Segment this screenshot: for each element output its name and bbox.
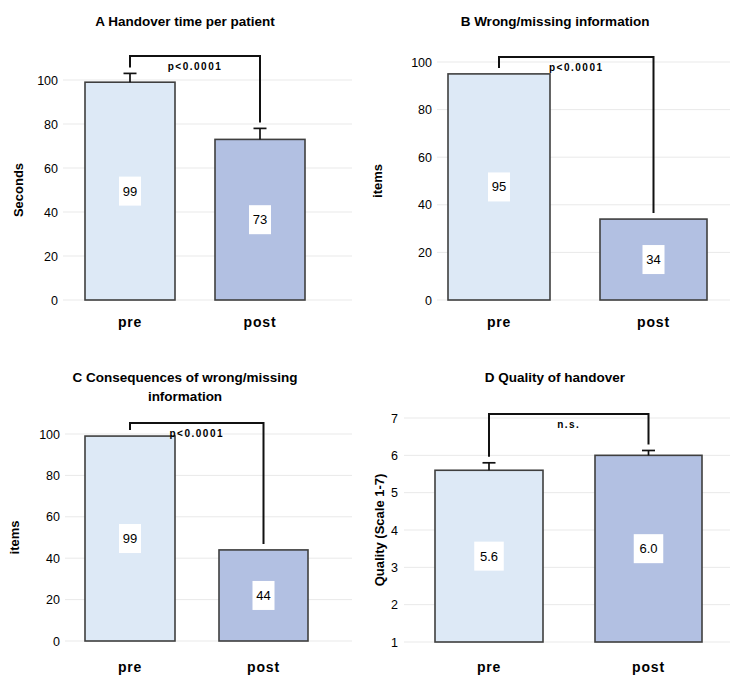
- y-tick-label: 6: [391, 449, 398, 463]
- panel-d-quality: D Quality of handover 1 2 3 4 5 6 7 Quality (Sc…: [370, 345, 740, 690]
- value-label: 95: [492, 179, 506, 194]
- y-tick-label: 60: [418, 151, 432, 165]
- y-tick-label: 100: [37, 74, 58, 88]
- panel-c-consequences: C Consequences of wrong/missing informat…: [0, 345, 370, 690]
- y-tick-label: 60: [44, 162, 58, 176]
- category-label-post: post: [637, 314, 670, 330]
- category-label-post: post: [247, 659, 280, 675]
- category-label-post: post: [244, 314, 277, 330]
- panel-c-title-text: C Consequences of wrong/missing informat…: [51, 368, 319, 406]
- handover-study-figure: A Handover time per patient 020406080100…: [0, 0, 740, 690]
- panel-b-title: B Wrong/missing information: [370, 12, 740, 31]
- significance-label: n.s.: [557, 419, 580, 430]
- y-tick-label: 20: [418, 246, 432, 260]
- y-tick-label: 2: [391, 598, 398, 612]
- y-axis-label: items: [7, 521, 22, 555]
- value-label: 99: [123, 531, 137, 546]
- value-label: 5.6: [480, 549, 498, 564]
- value-label: 44: [256, 588, 270, 603]
- panel-a-title: A Handover time per patient: [0, 12, 370, 31]
- category-label-pre: pre: [477, 659, 501, 675]
- panel-b-wrong-missing: B Wrong/missing information 0 20 40 60 80 100…: [370, 0, 740, 345]
- chart-d-svg: 1 2 3 4 5 6 7 Quality (Scale 1-7) n.s. 5.6 6.0 pre p…: [370, 345, 740, 690]
- y-tick-label: 20: [44, 250, 58, 264]
- y-tick-label: 80: [418, 103, 432, 117]
- value-label: 99: [123, 184, 137, 199]
- chart-a-svg: 0 20 40 60 80 100 Seconds p<0.0001 99 73 pre post: [0, 0, 370, 345]
- category-label-post: post: [632, 659, 665, 675]
- y-tick-label: 80: [44, 118, 58, 132]
- y-tick-label: 40: [418, 198, 432, 212]
- y-tick-label: 100: [39, 428, 60, 442]
- significance-label: p<0.0001: [168, 61, 223, 72]
- y-tick-label: 4: [391, 524, 398, 538]
- significance-label: p<0.0001: [169, 428, 224, 439]
- y-tick-label: 0: [51, 294, 58, 308]
- y-tick-label: 1: [391, 636, 398, 650]
- panel-a-handover-time: A Handover time per patient 0 20 40 60 80 100…: [0, 0, 370, 345]
- y-tick-label: 20: [46, 593, 60, 607]
- y-tick-label: 100: [411, 56, 432, 70]
- value-label: 73: [253, 212, 267, 227]
- y-axis-label: Quality (Scale 1-7): [372, 474, 387, 587]
- y-tick-label: 3: [391, 561, 398, 575]
- y-tick-label: 5: [391, 486, 398, 500]
- chart-b-svg: 0 20 40 60 80 100 items p<0.0001 95 34 pre post: [370, 0, 740, 345]
- value-label: 34: [646, 252, 660, 267]
- y-tick-label: 40: [44, 206, 58, 220]
- panel-d-title: D Quality of handover: [370, 368, 740, 387]
- panel-b-title-text: B Wrong/missing information: [461, 12, 650, 31]
- panel-d-title-text: D Quality of handover: [485, 368, 625, 387]
- y-tick-label: 40: [46, 552, 60, 566]
- y-tick-label: 80: [46, 469, 60, 483]
- y-tick-label: 60: [46, 510, 60, 524]
- category-label-pre: pre: [118, 659, 142, 675]
- y-axis-label: Seconds: [11, 163, 26, 217]
- y-axis-label: items: [370, 164, 385, 198]
- y-tick-label: 0: [53, 635, 60, 649]
- category-label-pre: pre: [118, 314, 142, 330]
- significance-label: p<0.0001: [549, 62, 604, 73]
- y-tick-label: 7: [391, 412, 398, 426]
- y-tick-label: 0: [425, 294, 432, 308]
- panel-c-title: C Consequences of wrong/missing informat…: [0, 368, 370, 406]
- panel-a-title-text: A Handover time per patient: [95, 12, 275, 31]
- category-label-pre: pre: [487, 314, 511, 330]
- value-label: 6.0: [639, 541, 657, 556]
